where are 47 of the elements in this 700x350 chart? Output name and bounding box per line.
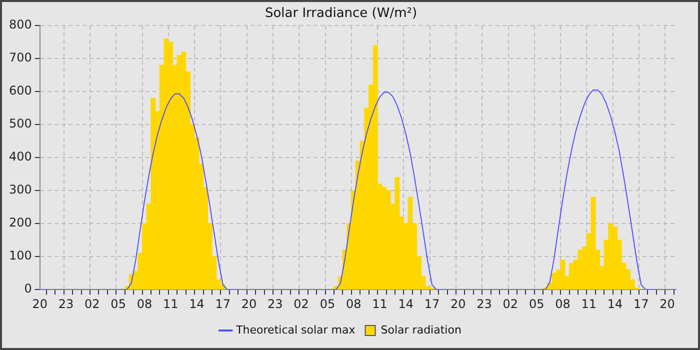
x-tick-label: 23 (58, 296, 74, 311)
x-tick-label: 11 (372, 296, 388, 311)
y-tick-label: 400 (9, 150, 32, 164)
x-tick-label: 20 (32, 296, 48, 311)
bar (590, 196, 596, 290)
x-tick-label: 23 (476, 296, 492, 311)
x-tick-label: 11 (581, 296, 597, 311)
y-tick-label: 300 (9, 182, 32, 197)
x-tick-label: 02 (294, 296, 309, 311)
bar (578, 250, 583, 290)
x-tick-label: 23 (268, 296, 283, 311)
x-tick-label: 11 (162, 296, 178, 311)
x-tick-label: 05 (110, 296, 126, 311)
x-tick-label: 02 (502, 296, 518, 311)
y-tick-label: 600 (9, 84, 32, 98)
y-tick-label: 800 (9, 18, 32, 32)
bar (608, 223, 614, 290)
legend-label: Solar radiation (380, 323, 462, 336)
bar (408, 196, 413, 290)
x-tick-label: 05 (320, 296, 336, 311)
y-tick-label: 200 (9, 216, 32, 230)
x-tick-label: 20 (660, 296, 675, 311)
x-tick-label: 14 (398, 296, 414, 311)
y-tick-label: 100 (9, 248, 32, 263)
x-tick-label: 02 (84, 296, 100, 311)
x-tick-label: 05 (528, 296, 544, 311)
x-tick-label: 08 (346, 296, 362, 311)
x-tick-label: 17 (634, 296, 649, 311)
bar (612, 226, 618, 290)
bar (394, 177, 400, 290)
x-tick-label: 20 (450, 296, 466, 311)
y-tick-label: 700 (9, 50, 32, 65)
x-tick-label: 17 (215, 296, 231, 311)
x-tick-label: 08 (555, 296, 570, 311)
x-tick-label: 17 (424, 296, 440, 311)
bar (386, 190, 391, 290)
x-tick-label: 14 (607, 296, 623, 311)
bar (372, 45, 378, 290)
y-tick-label: 500 (9, 116, 32, 131)
chart-title: Solar Irradiance (W/m²) (264, 6, 418, 22)
x-tick-label: 14 (189, 296, 204, 311)
y-tick-label: 0 (24, 282, 32, 296)
x-tick-label: 20 (241, 296, 257, 311)
legend-label: Theoretical solar max (235, 323, 356, 336)
bar (181, 52, 186, 290)
x-tick-label: 08 (136, 296, 152, 311)
bar (560, 260, 566, 290)
